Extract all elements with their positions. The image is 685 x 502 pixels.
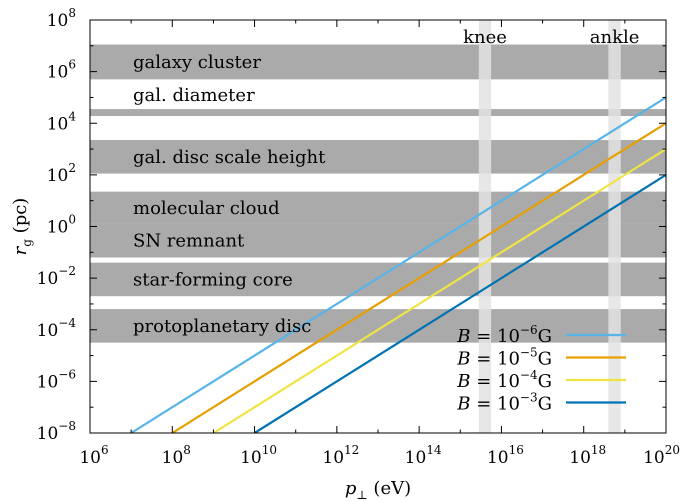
legend-label-4: B = 10−3G bbox=[456, 391, 552, 415]
x-tick-label: 106 bbox=[79, 443, 108, 468]
y-axis-title: rg (pc) bbox=[10, 198, 34, 256]
band-label: galaxy cluster bbox=[133, 52, 261, 73]
vband-knee bbox=[478, 20, 492, 433]
y-tick-label: 106 bbox=[47, 58, 76, 83]
vertical-bands bbox=[478, 20, 621, 433]
y-tick-label: 104 bbox=[47, 109, 77, 134]
vband-ankle bbox=[608, 20, 621, 433]
vband-label-knee: knee bbox=[463, 27, 507, 48]
x-tick-label: 1016 bbox=[487, 443, 524, 468]
y-tick-label: 10−2 bbox=[37, 264, 76, 289]
series-line-4 bbox=[253, 173, 666, 433]
band-label: gal. diameter bbox=[133, 85, 255, 106]
y-tick-label: 10−8 bbox=[37, 419, 76, 444]
x-tick-label: 1020 bbox=[643, 443, 680, 468]
series-lines bbox=[130, 96, 666, 433]
band-gal-diameter bbox=[90, 109, 666, 117]
band-label: molecular cloud bbox=[133, 198, 280, 219]
series-line-2 bbox=[171, 122, 666, 433]
band-molecular-cloud bbox=[90, 191, 666, 224]
x-tick-label: 1014 bbox=[405, 443, 442, 468]
legend-label-2: B = 10−5G bbox=[456, 346, 552, 370]
band-label: SN remnant bbox=[133, 231, 245, 252]
y-tick-label: 102 bbox=[47, 161, 76, 186]
x-tick-label: 108 bbox=[162, 443, 191, 468]
band-sn-remnant bbox=[90, 223, 666, 258]
horizontal-bands bbox=[90, 44, 666, 343]
legend-label-3: B = 10−4G bbox=[456, 368, 552, 392]
band-label: star-forming core bbox=[133, 269, 293, 290]
band-labels: galaxy cluster gal. diameter gal. disc sca… bbox=[133, 27, 639, 337]
y-tick-label: 108 bbox=[47, 6, 76, 31]
y-tick-label: 100 bbox=[47, 213, 76, 238]
x-tick-label: 1010 bbox=[240, 443, 277, 468]
band-label: gal. disc scale height bbox=[133, 147, 326, 168]
band-protoplanetary-disc bbox=[90, 309, 666, 343]
y-tick-label: 10−4 bbox=[37, 316, 77, 341]
band-label: protoplanetary disc bbox=[133, 316, 311, 337]
x-tick-label: 1018 bbox=[569, 443, 606, 468]
tick-labels: 106 108 1010 1012 1014 1016 1018 1020 10−8 10−6 10… bbox=[37, 6, 680, 468]
band-galaxy-cluster bbox=[90, 44, 666, 80]
x-tick-label: 1012 bbox=[322, 443, 359, 468]
ticks bbox=[89, 19, 667, 434]
y-tick-label: 10−6 bbox=[37, 367, 76, 392]
legend: B = 10−6GB = 10−5GB = 10−4GB = 10−3G bbox=[456, 323, 626, 415]
x-axis-title: p⊥ (eV) bbox=[345, 478, 411, 502]
series-line-3 bbox=[212, 148, 666, 433]
vband-label-ankle: ankle bbox=[590, 27, 640, 48]
series-line-1 bbox=[130, 96, 666, 433]
legend-label-1: B = 10−6G bbox=[456, 323, 552, 347]
